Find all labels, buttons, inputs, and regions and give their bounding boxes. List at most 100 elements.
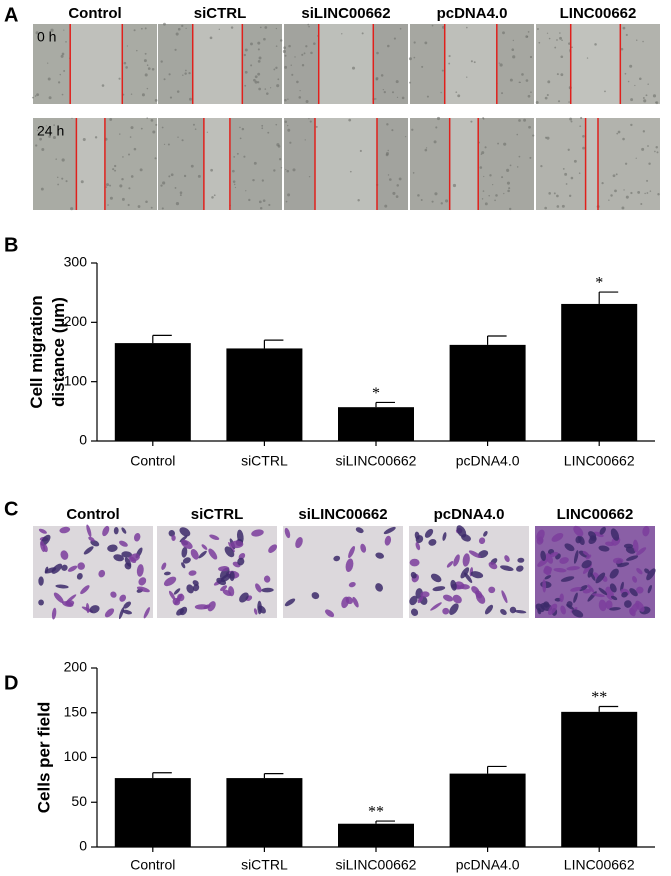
panel-label: C xyxy=(4,498,18,520)
cell-dot xyxy=(615,173,618,176)
cell-dot xyxy=(151,67,155,71)
cell-dot xyxy=(273,169,276,172)
cell-dot xyxy=(492,184,494,186)
x-tick-label: siLINC00662 xyxy=(336,857,417,873)
cell xyxy=(591,593,605,598)
cell-dot xyxy=(483,175,485,178)
cell xyxy=(230,540,244,549)
cell-dot xyxy=(179,191,183,194)
cell-dot xyxy=(507,189,510,193)
cell xyxy=(345,596,354,605)
cell xyxy=(181,539,193,550)
cell-dot xyxy=(284,98,287,102)
cell-dot xyxy=(480,153,483,155)
cell-dot xyxy=(440,202,443,205)
cell xyxy=(432,586,446,592)
cell-dot xyxy=(532,134,535,137)
cell-dot xyxy=(243,155,246,158)
cell-dot xyxy=(305,45,308,48)
cell-dot xyxy=(398,177,402,181)
cell-dot xyxy=(357,199,360,202)
cell xyxy=(624,600,632,608)
cell-dot xyxy=(244,48,248,52)
cell-dot xyxy=(264,88,267,90)
cell-dot xyxy=(473,61,476,64)
cell-dot xyxy=(612,174,616,178)
cell xyxy=(460,567,470,579)
cell xyxy=(76,572,83,580)
cell-dot xyxy=(163,22,166,26)
cell xyxy=(635,600,645,612)
cell-dot xyxy=(565,183,568,185)
cell xyxy=(610,528,620,541)
scratch-image xyxy=(408,24,534,104)
cell-dot xyxy=(508,187,511,190)
cell xyxy=(209,534,220,541)
cell xyxy=(484,604,494,615)
row-header: 24 h xyxy=(37,123,64,139)
cell-dot xyxy=(308,117,310,120)
cell-dot xyxy=(579,125,582,128)
cell xyxy=(452,594,462,604)
scratch-image xyxy=(33,117,158,211)
cell-dot xyxy=(278,158,282,161)
cell-dot xyxy=(315,125,318,128)
cell-dot xyxy=(614,189,617,193)
cell-dot xyxy=(121,177,124,181)
cell-dot xyxy=(141,93,145,97)
cell-dot xyxy=(106,183,110,187)
cell-dot xyxy=(392,191,396,195)
row-header: 0 h xyxy=(37,29,56,45)
cell-dot xyxy=(649,190,652,192)
cell-dot xyxy=(57,176,59,179)
cell-dot xyxy=(175,32,179,36)
cell xyxy=(222,589,232,596)
cell-dot xyxy=(150,206,153,209)
cell-dot xyxy=(310,51,313,55)
cell xyxy=(636,586,644,594)
cell-dot xyxy=(440,91,442,94)
cell-dot xyxy=(61,93,64,96)
cell-dot xyxy=(499,63,503,67)
cell-dot xyxy=(287,128,291,132)
cell xyxy=(560,605,566,615)
cell xyxy=(623,543,634,549)
x-tick-label: siCTRL xyxy=(241,453,288,469)
cell-dot xyxy=(128,187,131,190)
cell-dot xyxy=(259,26,262,29)
cell-dot xyxy=(218,28,220,30)
cell-dot xyxy=(586,57,589,59)
cell-dot xyxy=(512,39,514,42)
cell-dot xyxy=(60,54,64,58)
cell xyxy=(207,601,216,612)
cell-dot xyxy=(375,78,378,81)
cell xyxy=(582,588,592,594)
cell-dot xyxy=(556,39,558,41)
cell-dot xyxy=(257,81,260,84)
cell xyxy=(263,575,271,583)
cell xyxy=(113,526,119,535)
cell-dot xyxy=(527,31,530,33)
cell xyxy=(179,535,188,543)
transwell-image xyxy=(535,525,656,618)
cell xyxy=(143,607,150,619)
cell xyxy=(617,562,630,568)
cell-dot xyxy=(291,73,294,76)
cell xyxy=(629,607,636,617)
cell xyxy=(620,581,624,592)
scratch-image xyxy=(282,23,408,104)
cell-dot xyxy=(250,42,253,46)
y-tick-label: 150 xyxy=(64,703,88,719)
cell-dot xyxy=(361,32,364,35)
cell-dot xyxy=(287,98,289,100)
cell-dot xyxy=(146,87,149,90)
cell-dot xyxy=(168,175,171,178)
column-header: siCTRL xyxy=(194,5,247,22)
bar xyxy=(561,303,638,441)
cell xyxy=(119,540,128,547)
cell xyxy=(559,557,569,564)
cell-dot xyxy=(57,81,61,84)
cell-dot xyxy=(521,73,524,76)
cell xyxy=(644,568,650,574)
cell-dot xyxy=(434,192,438,196)
